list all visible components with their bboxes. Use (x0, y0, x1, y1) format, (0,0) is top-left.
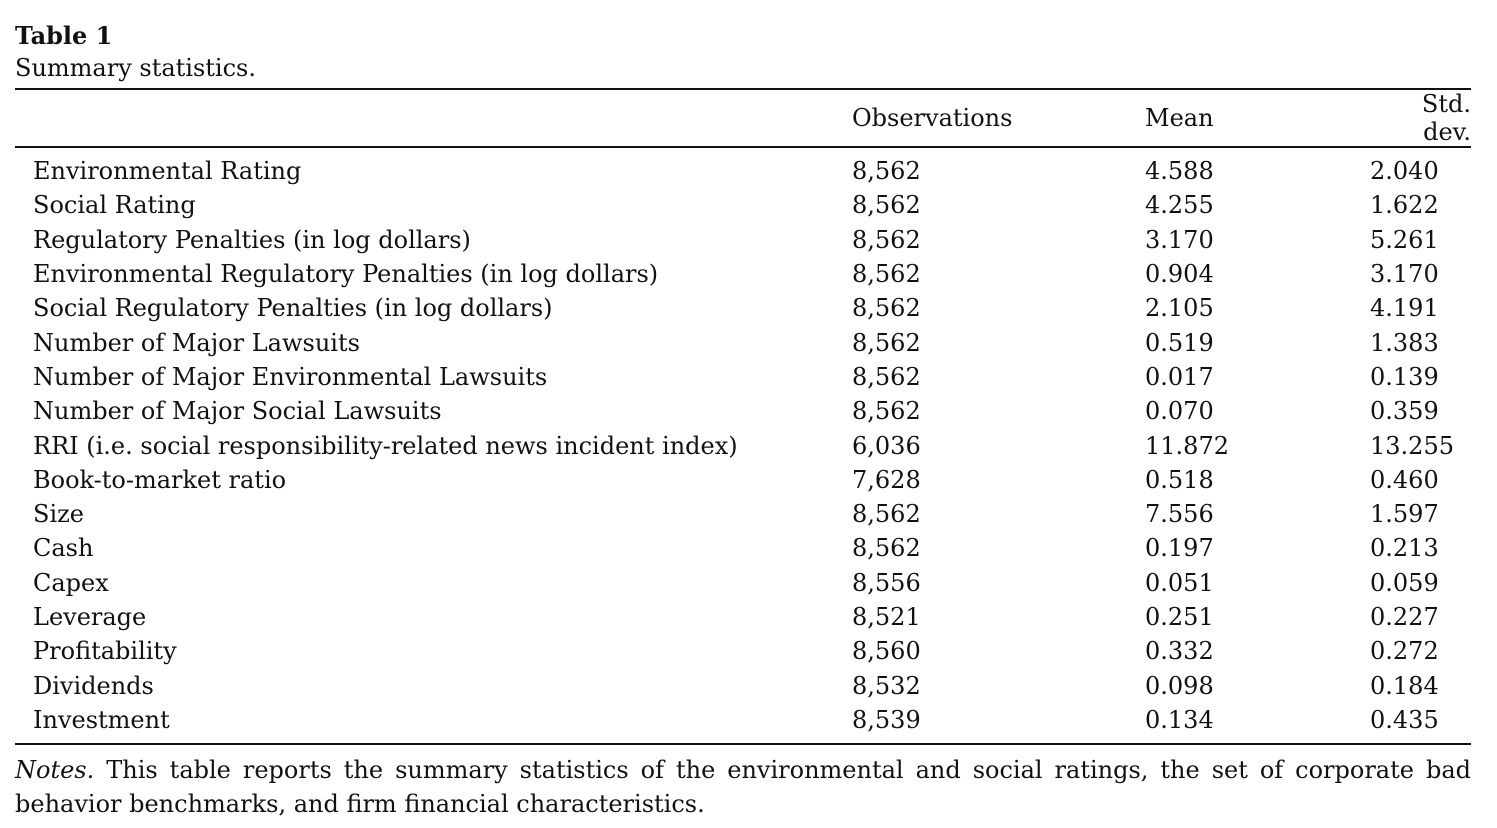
table-row: RRI (i.e. social responsibility-related … (15, 428, 1471, 462)
mean-cell: 0.134 (1145, 705, 1214, 734)
std-dev-cell: 5.261 (1370, 225, 1439, 254)
mean-cell: 2.105 (1145, 294, 1214, 323)
table-caption: Summary statistics. (15, 54, 256, 82)
std-dev-cell: 0.435 (1370, 705, 1439, 734)
std-dev-cell: 0.272 (1370, 637, 1439, 666)
table-header: Observations Mean Std. dev. (15, 89, 1471, 147)
variable-cell: Leverage (33, 603, 147, 631)
mean-cell: 0.017 (1145, 362, 1214, 391)
variable-cell: Environmental Regulatory Penalties (in l… (33, 260, 659, 289)
variable-cell: Number of Major Environmental Lawsuits (33, 362, 548, 391)
variable-cell: Book-to-market ratio (33, 465, 287, 494)
variable-cell: Social Rating (33, 191, 196, 220)
std-dev-cell: 0.139 (1370, 362, 1439, 391)
observations-cell: 8,539 (852, 705, 921, 734)
table-body: Environmental Rating 8,562 4.588 2.040 Socia… (15, 147, 1471, 745)
observations-cell: 8,562 (852, 362, 921, 391)
mean-cell: 0.518 (1145, 465, 1214, 494)
variable-cell: Profitability (33, 637, 177, 666)
table-row: Capex 8,556 0.051 0.059 (15, 566, 1471, 600)
std-dev-cell: 13.255 (1370, 431, 1454, 460)
mean-cell: 0.070 (1145, 397, 1214, 426)
mean-cell: 7.556 (1145, 500, 1214, 529)
table-row: Number of Major Social Lawsuits 8,562 0.07… (15, 394, 1471, 428)
std-dev-cell: 3.170 (1370, 260, 1439, 289)
table-row: Cash 8,562 0.197 0.213 (15, 531, 1471, 565)
table-row: Environmental Regulatory Penalties (in l… (15, 257, 1471, 291)
std-dev-cell: 0.359 (1370, 397, 1439, 426)
variable-cell: RRI (i.e. social responsibility-related … (33, 431, 738, 460)
std-dev-cell: 0.213 (1370, 534, 1439, 563)
observations-cell: 8,562 (852, 397, 921, 426)
observations-cell: 8,562 (852, 260, 921, 289)
table-row: Social Rating 8,562 4.255 1.622 (15, 188, 1471, 222)
mean-cell: 4.588 (1145, 157, 1214, 186)
std-dev-cell: 0.184 (1370, 671, 1439, 700)
observations-cell: 8,521 (852, 603, 921, 631)
std-dev-cell: 2.040 (1370, 157, 1439, 186)
table-row: Dividends 8,532 0.098 0.184 (15, 668, 1471, 702)
table-row: Size 8,562 7.556 1.597 (15, 497, 1471, 531)
mean-cell: 0.251 (1145, 603, 1214, 631)
variable-cell: Number of Major Lawsuits (33, 328, 360, 357)
notes-label: Notes. (15, 756, 95, 785)
observations-cell: 8,556 (852, 568, 921, 597)
std-dev-cell: 0.460 (1370, 465, 1439, 494)
variable-cell: Number of Major Social Lawsuits (33, 397, 442, 426)
std-dev-cell: 0.059 (1370, 568, 1439, 597)
observations-cell: 8,562 (852, 534, 921, 563)
mean-cell: 0.519 (1145, 328, 1214, 357)
summary-statistics-table: Observations Mean Std. dev. Environmenta… (15, 88, 1471, 745)
std-dev-cell: 4.191 (1370, 294, 1439, 323)
table-row: Regulatory Penalties (in log dollars) 8,5… (15, 223, 1471, 257)
notes-text: This table reports the summary statistic… (15, 756, 1471, 819)
header-row: Observations Mean Std. dev. (15, 89, 1471, 147)
header-observations: Observations (852, 104, 1013, 132)
std-dev-cell: 1.597 (1370, 500, 1439, 529)
observations-cell: 8,562 (852, 328, 921, 357)
table-row: Leverage 8,521 0.251 0.227 (15, 600, 1471, 634)
observations-cell: 8,562 (852, 157, 921, 186)
table-row: Profitability 8,560 0.332 0.272 (15, 634, 1471, 668)
table-row: Book-to-market ratio 7,628 0.518 0.460 (15, 463, 1471, 497)
mean-cell: 0.098 (1145, 671, 1214, 700)
mean-cell: 11.872 (1145, 431, 1229, 460)
table-row: Number of Major Environmental Lawsuits 8,… (15, 360, 1471, 394)
variable-cell: Size (33, 500, 84, 529)
table-row: Investment 8,539 0.134 0.435 (15, 703, 1471, 744)
table-row: Number of Major Lawsuits 8,562 0.519 1.383 (15, 325, 1471, 359)
variable-cell: Cash (33, 534, 94, 563)
table-container: Table 1 Summary statistics. Observations… (15, 20, 1471, 821)
mean-cell: 0.197 (1145, 534, 1214, 563)
mean-cell: 0.332 (1145, 637, 1214, 666)
table-label: Table 1 (15, 21, 113, 50)
table-row: Social Regulatory Penalties (in log doll… (15, 291, 1471, 325)
table-row: Environmental Rating 8,562 4.588 2.040 (15, 147, 1471, 188)
observations-cell: 8,562 (852, 225, 921, 254)
variable-cell: Investment (33, 705, 170, 734)
header-variable (15, 89, 852, 147)
header-std-dev: Std. dev. (1421, 90, 1471, 146)
variable-cell: Regulatory Penalties (in log dollars) (33, 225, 471, 254)
mean-cell: 3.170 (1145, 225, 1214, 254)
observations-cell: 8,562 (852, 191, 921, 220)
std-dev-cell: 0.227 (1370, 603, 1439, 631)
table-notes: Notes. This table reports the summary st… (15, 753, 1471, 821)
variable-cell: Dividends (33, 671, 154, 700)
observations-cell: 8,562 (852, 500, 921, 529)
variable-cell: Environmental Rating (33, 157, 302, 186)
observations-cell: 8,532 (852, 671, 921, 700)
mean-cell: 0.051 (1145, 568, 1214, 597)
std-dev-cell: 1.383 (1370, 328, 1439, 357)
observations-cell: 7,628 (852, 465, 921, 494)
variable-cell: Social Regulatory Penalties (in log doll… (33, 294, 553, 323)
observations-cell: 8,562 (852, 294, 921, 323)
variable-cell: Capex (33, 568, 109, 597)
mean-cell: 0.904 (1145, 260, 1214, 289)
std-dev-cell: 1.622 (1370, 191, 1439, 220)
observations-cell: 6,036 (852, 431, 921, 460)
observations-cell: 8,560 (852, 637, 921, 666)
mean-cell: 4.255 (1145, 191, 1214, 220)
header-mean: Mean (1145, 104, 1214, 132)
